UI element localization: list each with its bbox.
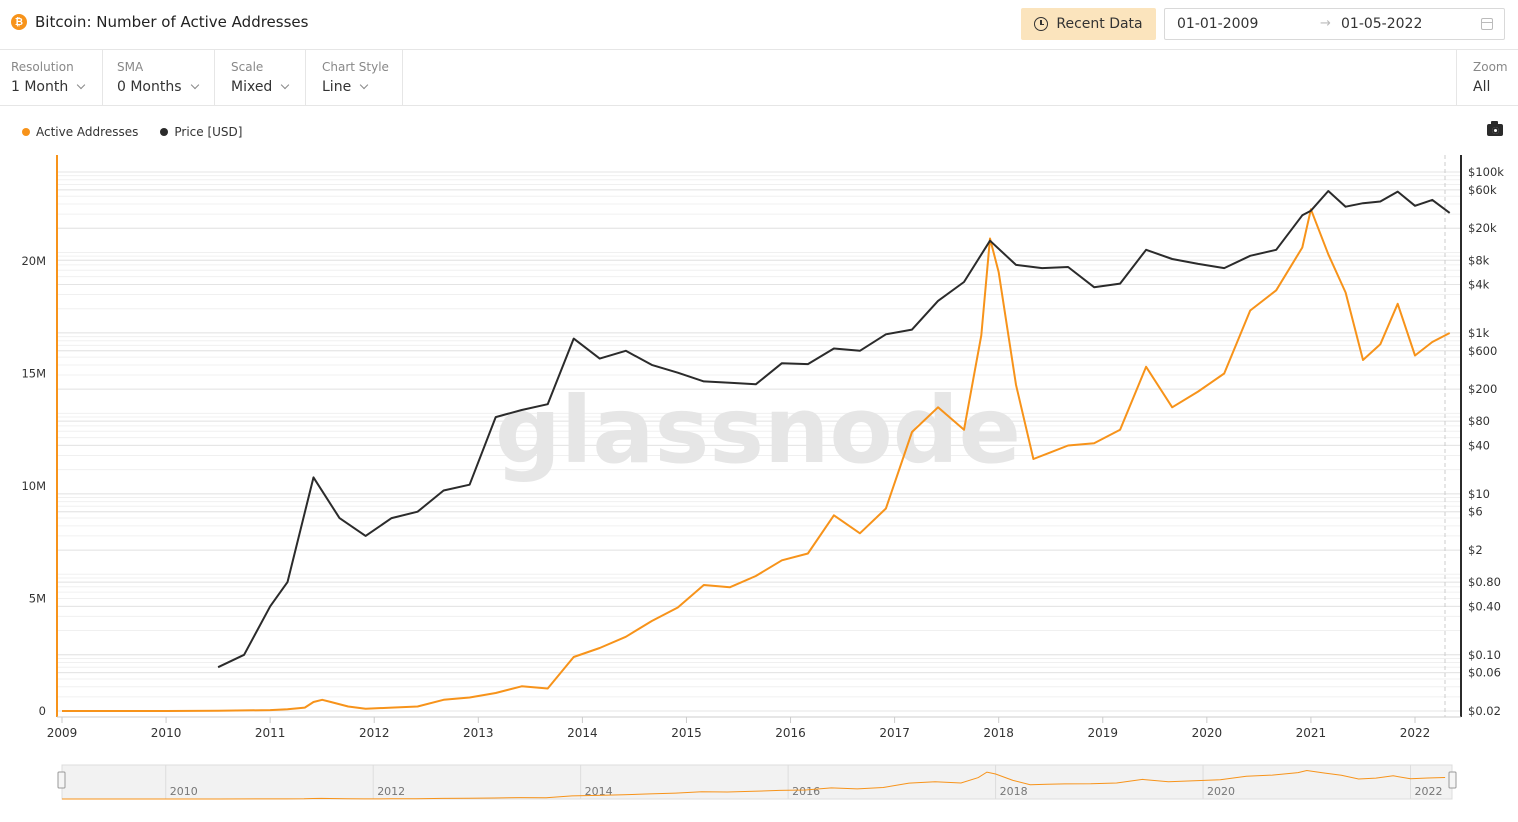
zoom-value: All (1473, 79, 1491, 95)
x-axis-tick-label: 2020 (1192, 726, 1223, 740)
right-axis-tick-label: $100k (1468, 165, 1504, 179)
left-axis-tick-label: 15M (21, 367, 46, 381)
navigator-right-handle (1448, 771, 1457, 789)
left-axis-tick-label: 5M (29, 592, 46, 606)
right-axis-tick-label: $0.80 (1468, 575, 1501, 589)
active-addresses-line (62, 208, 1451, 712)
x-axis-tick-label: 2017 (879, 726, 910, 740)
x-axis-tick-label: 2010 (151, 726, 182, 740)
x-axis-tick-label: 2014 (567, 726, 598, 740)
navigator-left-handle (57, 771, 66, 789)
x-axis-tick-label: 2019 (1087, 726, 1118, 740)
main-chart[interactable]: glassnode 0 5M 10M 15M 20M $0.02 $0.06 $0.10 $0.4… (0, 150, 1518, 750)
chart-style-value: Line (322, 79, 369, 95)
x-axis-tick-label: 2015 (671, 726, 702, 740)
recent-data-button[interactable]: Recent Data (1021, 8, 1156, 40)
sma-dropdown[interactable]: SMA 0 Months (103, 50, 215, 105)
clock-icon (1034, 17, 1049, 31)
right-axis-tick-label: $200 (1468, 382, 1497, 396)
right-axis-tick-label: $0.40 (1468, 599, 1501, 613)
bitcoin-icon: ₿ (11, 14, 27, 30)
navigator-year-label: 2018 (1000, 785, 1028, 798)
legend-item-price[interactable]: Price [USD] (160, 125, 242, 139)
right-axis-tick-label: $0.10 (1468, 648, 1501, 662)
chevron-down-icon (359, 80, 369, 90)
x-axis-tick-label: 2009 (47, 726, 78, 740)
resolution-dropdown[interactable]: Resolution 1 Month (0, 50, 103, 105)
recent-data-label: Recent Data (1056, 16, 1143, 32)
right-axis-tick-label: $600 (1468, 344, 1497, 358)
watermark: glassnode (495, 377, 1021, 484)
camera-icon[interactable] (1487, 121, 1503, 136)
chart-style-dropdown[interactable]: Chart Style Line (306, 50, 403, 105)
grid-lines (57, 171, 1460, 712)
navigator-series-line (62, 769, 1446, 800)
chart-legend: Active Addresses Price [USD] (22, 125, 264, 139)
scale-value: Mixed (231, 79, 290, 95)
right-axis-tick-label: $4k (1468, 277, 1490, 291)
resolution-value: 1 Month (11, 79, 86, 95)
zoom-label: Zoom (1473, 60, 1508, 74)
x-axis-tick-label: 2018 (983, 726, 1014, 740)
right-axis-tick-label: $20k (1468, 221, 1497, 235)
navigator-year-label: 2010 (170, 785, 198, 798)
chart-style-label: Chart Style (322, 60, 389, 74)
right-axis-tick-label: $10 (1468, 487, 1490, 501)
title-wrap: ₿ Bitcoin: Number of Active Addresses (11, 13, 308, 31)
date-from-input[interactable]: 01-01-2009 (1177, 16, 1259, 32)
navigator-year-label: 2012 (377, 785, 405, 798)
legend-label: Active Addresses (36, 125, 139, 139)
scale-dropdown[interactable]: Scale Mixed (215, 50, 306, 105)
chevron-down-icon (77, 80, 86, 90)
x-axis-tick-label: 2013 (463, 726, 494, 740)
date-range-picker[interactable]: 01-01-2009 → 01-05-2022 (1164, 8, 1505, 40)
legend-dot (160, 128, 169, 136)
right-axis-tick-label: $0.02 (1468, 704, 1501, 718)
left-axis-tick-label: 0 (39, 704, 46, 718)
legend-item-active-addresses[interactable]: Active Addresses (22, 125, 138, 139)
x-axis-tick-label: 2021 (1296, 726, 1327, 740)
x-axis-tick-label: 2011 (255, 726, 286, 740)
left-axis-tick-label: 10M (21, 479, 46, 493)
date-to-input[interactable]: 01-05-2022 (1341, 16, 1423, 32)
chevron-down-icon (281, 80, 290, 90)
left-axis-tick-label: 20M (21, 254, 46, 268)
arrow-right-icon: → (1320, 16, 1331, 31)
right-axis-tick-label: $8k (1468, 253, 1490, 267)
x-axis-tick-label: 2016 (775, 726, 806, 740)
right-axis-tick-label: $80 (1468, 414, 1490, 428)
navigator-background (61, 764, 1453, 800)
legend-label: Price [USD] (174, 125, 243, 139)
navigator-year-label: 2016 (792, 785, 820, 798)
navigator-year-label: 2022 (1415, 785, 1443, 798)
x-axis-tick-label: 2012 (359, 726, 390, 740)
sma-value: 0 Months (117, 79, 199, 95)
scale-label: Scale (231, 60, 264, 74)
navigator-year-label: 2020 (1207, 785, 1235, 798)
page-title: Bitcoin: Number of Active Addresses (35, 13, 309, 31)
resolution-label: Resolution (11, 60, 74, 74)
sma-label: SMA (117, 60, 144, 74)
zoom-dropdown[interactable]: Zoom All (1456, 50, 1518, 105)
right-axis-tick-label: $1k (1468, 326, 1490, 340)
right-axis-tick-label: $6 (1468, 505, 1483, 519)
top-bar: ₿ Bitcoin: Number of Active Addresses Re… (0, 0, 1518, 50)
price-line (217, 190, 1451, 669)
chart-controls: Resolution 1 Month SMA 0 Months Scale Mi… (0, 50, 1518, 106)
right-axis-tick-label: $2 (1468, 543, 1483, 557)
right-axis-tick-label: $0.06 (1468, 666, 1501, 680)
legend-dot (22, 128, 30, 136)
x-axis-tick-label: 2022 (1400, 726, 1431, 740)
chevron-down-icon (190, 80, 199, 90)
right-axis-tick-label: $60k (1468, 183, 1497, 197)
right-axis-tick-label: $40 (1468, 438, 1490, 452)
range-navigator[interactable]: 2010 2012 2014 2016 2018 2020 2022 (0, 760, 1518, 805)
calendar-icon[interactable] (1481, 18, 1493, 30)
